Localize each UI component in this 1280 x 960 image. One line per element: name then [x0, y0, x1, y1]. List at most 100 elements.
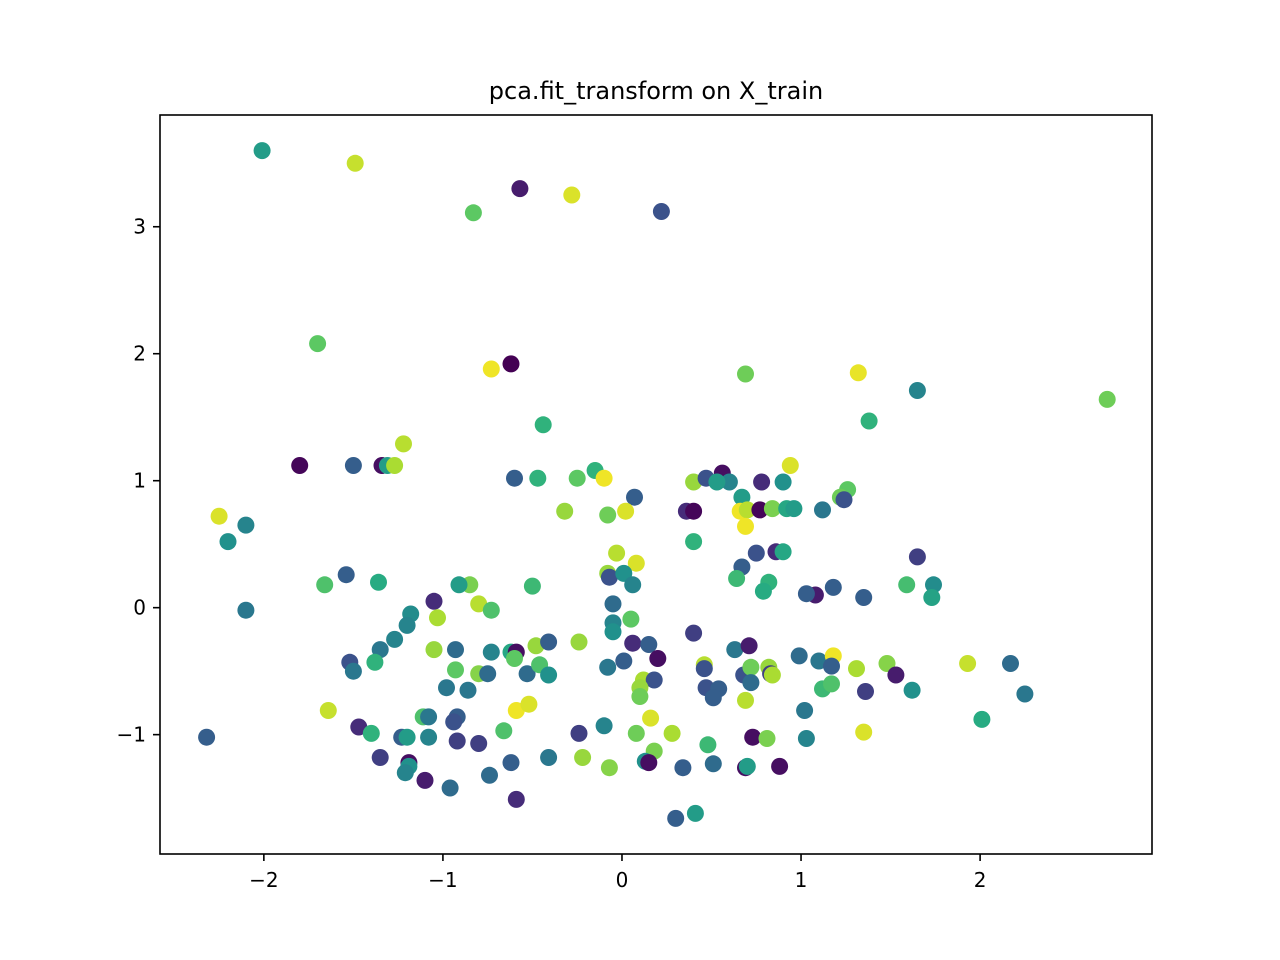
scatter-point [604, 623, 622, 641]
scatter-point [540, 666, 558, 684]
scatter-point [763, 666, 781, 684]
scatter-point [781, 457, 799, 474]
scatter-point [482, 643, 500, 661]
scatter-point [237, 601, 255, 619]
scatter-point [396, 764, 414, 782]
scatter-point [502, 754, 520, 772]
scatter-point [464, 204, 482, 222]
scatter-point [482, 360, 500, 378]
scatter-point [416, 771, 434, 789]
scatter-point [395, 435, 412, 453]
scatter-point [699, 736, 717, 754]
x-tick-label: −1 [428, 868, 457, 892]
scatter-point [860, 412, 878, 430]
scatter-point [704, 755, 722, 773]
scatter-point [878, 655, 896, 672]
scatter-point [640, 636, 658, 653]
axis-ticks: −2 −1 0 1 2 −1 0 1 2 3 [117, 215, 987, 892]
y-tick-label: −1 [117, 723, 146, 747]
y-tick-label: 3 [133, 215, 146, 239]
scatter-point [441, 779, 459, 797]
scatter-point [973, 710, 991, 728]
scatter-point [855, 723, 873, 741]
scatter-point [615, 564, 633, 582]
scatter-point [540, 633, 558, 651]
scatter-point [835, 491, 853, 509]
scatter-point [420, 728, 438, 746]
y-tick-label: 1 [133, 469, 146, 493]
scatter-point [758, 730, 776, 747]
scatter-point [733, 488, 751, 506]
x-tick-label: 0 [616, 868, 629, 892]
scatter-point [649, 650, 667, 667]
scatter-point [704, 689, 722, 707]
scatter-point [754, 582, 772, 600]
scatter-point [898, 576, 916, 594]
scatter-point [848, 660, 865, 678]
scatter-point [903, 681, 921, 699]
x-tick-label: 2 [974, 868, 987, 892]
scatter-point [790, 647, 808, 665]
scatter-point [470, 735, 488, 752]
scatter-point [626, 488, 643, 506]
scatter-point [797, 730, 815, 747]
scatter-point [631, 688, 649, 705]
scatter-point [370, 573, 387, 591]
scatter-point [708, 473, 726, 491]
scatter-point [506, 469, 523, 487]
scatter-point [350, 718, 368, 736]
scatter-point [674, 759, 692, 777]
scatter-point [570, 633, 588, 651]
scatter-point [570, 724, 588, 742]
scatter-point [386, 457, 404, 474]
scatter-point [523, 577, 541, 595]
y-tick-label: 2 [133, 342, 146, 366]
scatter-point [738, 501, 756, 519]
scatter-point [604, 595, 622, 613]
chart-title: pca.fit_transform on X_train [489, 77, 823, 105]
scatter-point [608, 544, 626, 562]
scatter-point [511, 180, 529, 198]
scatter-point [667, 809, 685, 827]
scatter-point [198, 728, 216, 746]
scatter-point [556, 502, 574, 520]
scatter-point [744, 728, 762, 746]
scatter-point [797, 585, 815, 603]
x-tick-label: 1 [795, 868, 808, 892]
plot-frame [159, 114, 1153, 855]
scatter-point [763, 500, 781, 518]
scatter-point [1098, 390, 1116, 408]
scatter-point [425, 592, 443, 610]
scatter-point [319, 702, 337, 719]
scatter-point [563, 186, 581, 204]
scatter-point [774, 543, 792, 561]
scatter-point [686, 804, 704, 822]
scatter-point [774, 473, 792, 491]
scatter-point [595, 717, 613, 735]
scatter-point [685, 624, 703, 642]
scatter-point [371, 641, 389, 659]
scatter-point [849, 364, 867, 382]
scatter-point [600, 568, 618, 586]
scatter-point [855, 589, 873, 606]
scatter-point [663, 724, 681, 742]
scatter-point [747, 544, 765, 562]
scatter-point [599, 506, 617, 524]
scatter-point [316, 576, 334, 594]
scatter-point [534, 416, 552, 434]
scatter-point [753, 473, 771, 491]
scatter-point [720, 473, 738, 491]
scatter-point [237, 516, 255, 534]
scatter-point [366, 653, 384, 671]
scatter-point [346, 154, 364, 172]
scatter-point [627, 724, 645, 742]
scatter-point [908, 382, 926, 399]
scatter-point [624, 634, 642, 652]
scatter-point [652, 203, 670, 220]
scatter-point [823, 675, 840, 693]
scatter-point [429, 609, 446, 627]
scatter-point [908, 548, 926, 566]
scatter-point [502, 355, 520, 373]
scatter-point [925, 576, 942, 594]
